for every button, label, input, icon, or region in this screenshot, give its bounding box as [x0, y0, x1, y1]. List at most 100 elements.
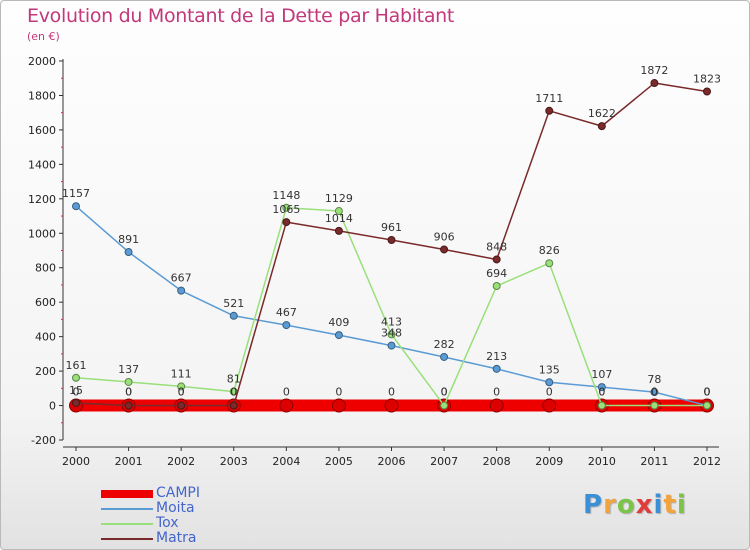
data-label-tox: 1148 — [272, 189, 300, 202]
data-label-matra: 0 — [230, 386, 237, 399]
data-label-matra: 961 — [381, 221, 402, 234]
data-label-moita: 521 — [223, 297, 244, 310]
series-point-moita — [387, 341, 396, 350]
data-label-moita: 107 — [591, 368, 612, 381]
y-tick-label: -200 — [31, 434, 56, 447]
series-point-moita — [72, 202, 80, 211]
series-point-tox — [597, 401, 606, 410]
series-point-moita — [334, 331, 343, 340]
x-tick-label: 2001 — [115, 455, 143, 468]
series-point-campi — [542, 398, 557, 413]
data-label-tox: 161 — [66, 359, 87, 372]
series-point-tox — [545, 259, 554, 268]
series-point-moita — [650, 388, 659, 397]
logo-letter: r — [603, 490, 617, 520]
data-label-matra: 15 — [69, 384, 83, 397]
series-point-tox — [703, 401, 711, 410]
logo-letter: t — [663, 490, 677, 520]
data-label-moita: 135 — [539, 363, 560, 376]
x-tick-label: 2004 — [272, 455, 300, 468]
series-point-matra — [124, 401, 133, 410]
data-label-moita: 891 — [118, 233, 139, 246]
data-label-campi: 0 — [493, 386, 500, 399]
series-line-matra — [75, 82, 708, 407]
series-point-moita — [282, 321, 291, 330]
data-label-campi: 0 — [598, 386, 605, 399]
y-tick-label: 1200 — [28, 193, 56, 206]
y-tick-label: 400 — [35, 331, 56, 344]
data-label-campi: 0 — [125, 386, 132, 399]
series-point-tox — [387, 330, 396, 339]
data-label-moita: 78 — [647, 373, 661, 386]
logo-letter: o — [616, 490, 636, 520]
x-tick-label: 2005 — [325, 455, 353, 468]
data-label-matra: 906 — [434, 230, 455, 243]
legend-label: Tox — [156, 515, 179, 531]
data-label-matra: 848 — [486, 240, 507, 253]
series-point-campi — [489, 398, 504, 413]
x-tick-label: 2012 — [693, 455, 721, 468]
series-point-tox — [334, 207, 343, 216]
data-label-tox: 1129 — [325, 192, 353, 205]
data-label-moita: 213 — [486, 350, 507, 363]
series-point-matra — [545, 106, 554, 115]
data-label-campi: 0 — [388, 386, 395, 399]
y-tick-label: 0 — [49, 400, 56, 413]
x-tick-label: 2006 — [378, 455, 406, 468]
series-point-moita — [440, 352, 449, 361]
data-label-matra: 0 — [178, 386, 185, 399]
series-point-matra — [387, 235, 396, 244]
logo-letter: P — [583, 490, 604, 520]
y-tick-label: 1800 — [28, 89, 56, 102]
data-label-campi: 0 — [704, 386, 711, 399]
data-label-moita: 1157 — [62, 187, 90, 200]
data-label-matra: 1014 — [325, 212, 353, 225]
legend-swatch — [101, 508, 153, 510]
data-label-tox: 0 — [598, 386, 605, 399]
series-point-campi — [384, 398, 399, 413]
logo-letter: x — [635, 490, 654, 520]
proxiti-logo: Proxiti — [583, 490, 687, 520]
data-label-tox: 0 — [704, 386, 711, 399]
series-point-tox — [72, 373, 80, 382]
data-label-matra: 1711 — [535, 92, 563, 105]
series-point-matra — [229, 401, 238, 410]
series-point-tox — [177, 382, 186, 391]
series-point-matra — [282, 218, 291, 227]
data-label-campi: 0 — [546, 386, 553, 399]
data-label-tox: 694 — [486, 267, 507, 280]
data-label-matra: 0 — [125, 386, 132, 399]
data-label-moita: 282 — [434, 338, 455, 351]
legend-swatch — [101, 490, 153, 498]
data-label-matra: 1065 — [272, 203, 300, 216]
series-point-tox — [440, 401, 449, 410]
data-label-moita: 667 — [171, 272, 192, 285]
data-label-campi: 0 — [283, 386, 290, 399]
x-tick-label: 2000 — [62, 455, 90, 468]
data-label-tox: 826 — [539, 244, 560, 257]
y-tick-label: 200 — [35, 365, 56, 378]
data-label-tox: 0 — [441, 386, 448, 399]
logo-letter: i — [653, 490, 664, 520]
series-point-matra — [72, 398, 80, 407]
legend-swatch — [101, 523, 153, 525]
x-tick-label: 2007 — [430, 455, 458, 468]
series-point-moita — [492, 364, 501, 373]
series-point-matra — [703, 87, 711, 96]
data-label-matra: 1823 — [693, 72, 721, 85]
series-point-matra — [440, 245, 449, 254]
data-label-campi: 0 — [73, 386, 80, 399]
y-tick-label: 1000 — [28, 227, 56, 240]
series-point-matra — [177, 401, 186, 410]
x-tick-label: 2009 — [535, 455, 563, 468]
x-tick-label: 2002 — [167, 455, 195, 468]
legend-label: CAMPI — [156, 485, 201, 501]
series-point-campi — [331, 398, 346, 413]
data-label-campi: 0 — [178, 386, 185, 399]
y-tick-label: 600 — [35, 296, 56, 309]
series-point-tox — [650, 401, 659, 410]
series-point-moita — [597, 383, 606, 392]
legend-label: Moita — [156, 500, 195, 516]
x-tick-label: 2010 — [588, 455, 616, 468]
